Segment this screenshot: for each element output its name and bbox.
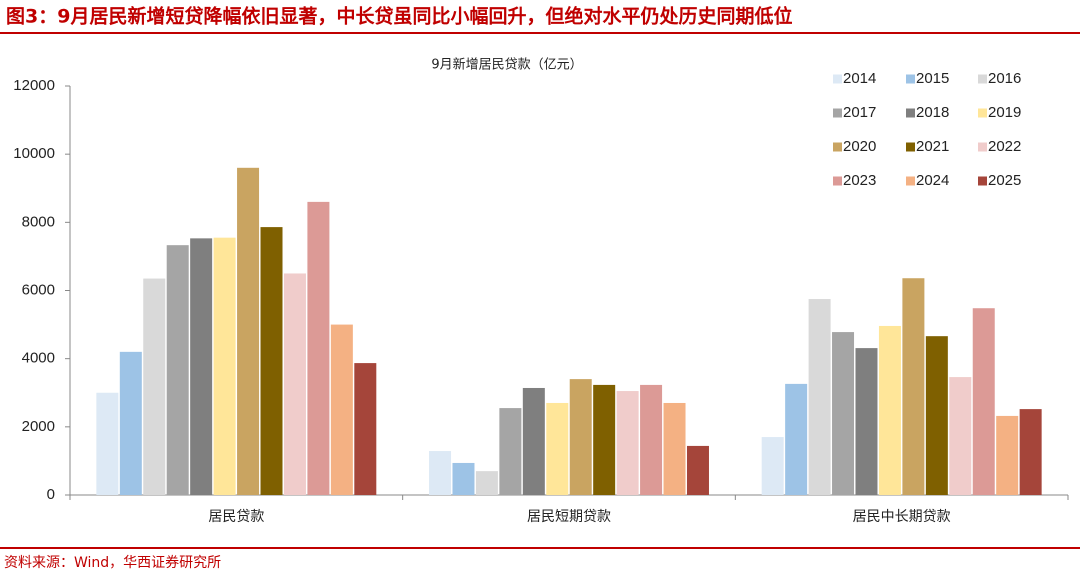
bar <box>832 332 855 495</box>
legend-swatch <box>906 176 915 186</box>
legend-label: 2023 <box>843 172 876 189</box>
legend-label: 2020 <box>843 138 876 155</box>
chart-title: 9月新增居民贷款（亿元） <box>431 57 582 73</box>
bar <box>96 392 119 495</box>
legend-swatch <box>833 176 842 186</box>
y-tick-label: 8000 <box>22 213 55 230</box>
legend-swatch <box>906 74 915 84</box>
legend-label: 2021 <box>916 138 949 155</box>
bar <box>663 402 686 495</box>
y-tick-label: 0 <box>47 486 55 503</box>
bar <box>546 402 569 495</box>
legend-swatch <box>978 108 987 118</box>
legend-swatch <box>978 74 987 84</box>
bar <box>949 377 972 495</box>
legend-swatch <box>978 142 987 152</box>
y-tick-label: 6000 <box>22 281 55 298</box>
bar <box>330 324 353 495</box>
legend-swatch <box>833 108 842 118</box>
bar <box>925 336 948 495</box>
y-tick-label: 4000 <box>22 350 55 367</box>
x-tick-label: 居民短期贷款 <box>527 509 611 525</box>
y-tick-label: 12000 <box>13 77 55 94</box>
legend-swatch <box>833 74 842 84</box>
bar <box>640 384 663 495</box>
bar <box>166 245 189 495</box>
bar <box>522 387 545 495</box>
legend-label: 2017 <box>843 104 876 121</box>
legend-swatch <box>906 108 915 118</box>
bar <box>119 351 142 495</box>
bar <box>996 415 1019 495</box>
bar <box>237 167 260 496</box>
source: 资料来源：Wind，华西证券研究所 <box>4 555 221 571</box>
bar <box>972 308 995 495</box>
legend-label: 2025 <box>988 172 1021 189</box>
legend-label: 2016 <box>988 70 1021 87</box>
bar <box>785 383 808 495</box>
bar <box>213 237 236 495</box>
bar <box>593 384 616 495</box>
legend-label: 2018 <box>916 104 949 121</box>
bar <box>761 437 784 495</box>
figure-title: 图3：9月居民新增短贷降幅依旧显著，中长贷虽同比小幅回升，但绝对水平仍处历史同期… <box>6 5 792 28</box>
bar <box>143 278 166 495</box>
legend-swatch <box>978 176 987 186</box>
bar <box>902 278 925 495</box>
bar <box>190 238 213 496</box>
bar <box>452 462 475 495</box>
bar <box>569 379 592 495</box>
bar <box>307 201 330 495</box>
legend-label: 2019 <box>988 104 1021 121</box>
bar <box>1019 409 1042 495</box>
x-tick-label: 居民贷款 <box>208 509 264 525</box>
bar <box>686 445 709 495</box>
legend-label: 2014 <box>843 70 876 87</box>
x-tick-label: 居民中长期贷款 <box>853 509 951 525</box>
legend-label: 2024 <box>916 172 949 189</box>
bar <box>475 471 498 495</box>
bar <box>499 408 522 495</box>
bar <box>283 273 306 495</box>
bar <box>354 363 377 495</box>
y-tick-label: 2000 <box>22 418 55 435</box>
legend-swatch <box>906 142 915 152</box>
bar <box>855 348 878 495</box>
y-tick-label: 10000 <box>13 145 55 162</box>
legend-label: 2015 <box>916 70 949 87</box>
legend-label: 2022 <box>988 138 1021 155</box>
bar <box>878 325 901 495</box>
bar <box>808 299 831 495</box>
bar <box>429 451 452 495</box>
bar <box>616 391 639 495</box>
bar <box>260 227 283 496</box>
legend-swatch <box>833 142 842 152</box>
